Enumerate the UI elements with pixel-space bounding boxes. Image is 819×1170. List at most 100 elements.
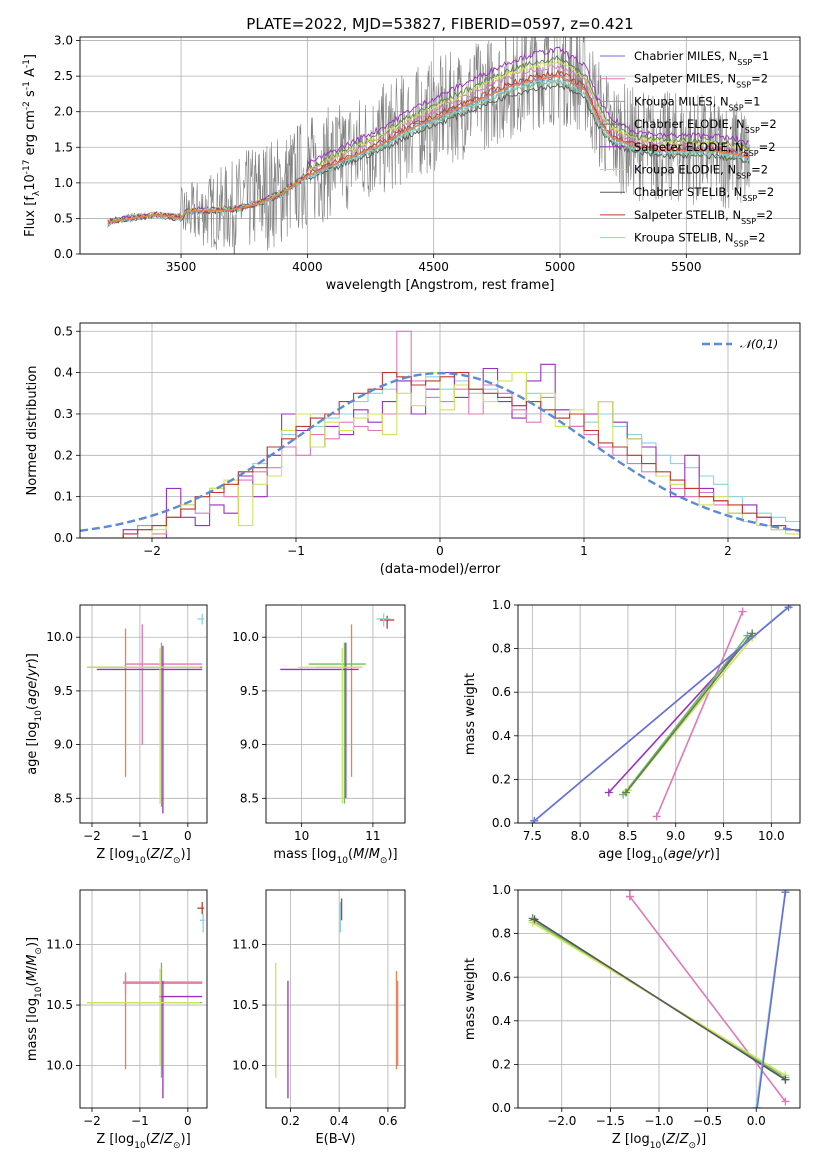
chart-title: PLATE=2022, MJD=53827, FIBERID=0597, z=0… [246,15,633,33]
grid [266,890,405,1108]
tick-label-x: −1 [287,544,305,558]
y-axis-label: Normed distribution [25,366,40,496]
tick-label-y: 10.0 [46,1059,73,1073]
x-axis-label: age [log10(age/yr)] [598,847,720,866]
legend: 𝒩(0,1) [702,337,778,351]
tick-label-y: 0.2 [54,448,73,462]
tick-label-y: 3.0 [54,34,73,48]
weight-marker [753,1104,762,1108]
tick-label-y: 1.0 [492,598,511,612]
tick-label-x: −2 [83,1114,101,1128]
tick-label-y: 10.0 [46,630,73,644]
axes-frame [79,36,801,255]
weight-marker [625,890,634,894]
tick-label-y: 10.5 [232,998,259,1012]
tick-label-y: 0.4 [492,1014,511,1028]
x-axis-label: E(B-V) [315,1132,355,1147]
tick-label-x: 0 [184,1114,192,1128]
tick-label-x: 0.0 [747,1114,766,1128]
tick-label-y: 0.6 [492,685,511,699]
legend-label: Kroupa ELODIE, NSSP=2 [634,163,768,181]
axes-frame [265,889,406,1109]
weight-marker [738,607,747,616]
tick-label-x: −1 [131,1114,149,1128]
spectrum-model-line [107,55,750,225]
tick-label-y: 0.0 [492,816,511,830]
weight-marker [748,629,757,638]
tick-label-x: 0 [184,829,192,843]
spectrum-data-line [107,37,750,254]
tick-label-y: 9.5 [240,684,259,698]
legend-label: 𝒩(0,1) [740,337,778,351]
tick-label-x: 10 [294,829,309,843]
gaussian-curve [80,371,800,532]
tick-label-x: 7.5 [523,829,542,843]
tick-label-x: 0.6 [378,1114,397,1128]
tick-label-x: −2 [143,544,161,558]
plot-area [87,613,205,814]
weight-line [756,892,787,1108]
legend-label: Salpeter STELIB, NSSP=2 [634,208,773,226]
spectrum-model-line [107,59,750,224]
plot-area [80,330,800,538]
x-axis-label: (data-model)/error [380,562,501,577]
tick-label-y: 0.0 [54,247,73,261]
tick-label-x: −2 [83,829,101,843]
y-axis-label: age [log10(age/yr)] [25,653,44,775]
tick-label-y: 8.5 [240,791,259,805]
tick-label-y: 10.0 [232,1059,259,1073]
x-axis-label: Z [log10(Z/Z⊙)] [96,1132,190,1151]
tick-label-y: 0.0 [492,1101,511,1115]
tick-label-y: 0.3 [54,407,73,421]
tick-label-y: 8.5 [54,791,73,805]
y-axis-label: mass weight [463,673,478,755]
weight-line [534,918,786,1081]
plot-area [107,37,750,254]
tick-label-x: 2 [724,544,732,558]
tick-label-x: 5000 [545,260,576,274]
panel-mass_vs_Z: −2 −1 0 10.0 10.5 11.0 Z [log10(Z/Z⊙)] mass [lo… [25,889,208,1151]
y-axis-label: mass [log10(M/M⊙)] [25,937,44,1061]
tick-label-y: 0.2 [492,772,511,786]
grid [266,605,405,823]
tick-label-y: 0.2 [492,1057,511,1071]
tick-label-y: 0.8 [492,927,511,941]
panel-spectrum: 3500 4000 4500 5000 5500 0.0 0.5 1.0 1.5 2.0 2.5 3.… [22,15,801,293]
plot-area [280,613,395,804]
axes-frame [79,604,208,824]
x-axis-label: wavelength [Angstrom, rest frame] [326,278,555,293]
spectrum-model-line [107,82,750,225]
tick-label-x: 8.5 [618,829,637,843]
tick-label-y: 0.5 [54,211,73,225]
weight-marker [604,788,613,797]
axes-frame [79,322,801,539]
tick-label-x: 8.0 [571,829,590,843]
axes-frame [517,604,801,824]
histogram-step [80,372,800,538]
weight-marker [652,812,661,821]
y-axis-label: mass weight [463,958,478,1040]
tick-label-y: 9.0 [54,738,73,752]
tick-label-x: 3500 [166,260,197,274]
tick-label-y: 11.0 [46,938,73,952]
tick-label-y: 9.0 [240,738,259,752]
legend-label: Kroupa STELIB, NSSP=2 [634,231,765,249]
tick-label-x: 11 [365,829,380,843]
tick-label-y: 0.6 [492,970,511,984]
weight-marker [530,816,539,823]
weight-line [655,611,744,817]
tick-label-y: 0.4 [54,366,73,380]
weight-marker [781,1075,790,1084]
spectrum-best-model-line [107,75,750,223]
panel-age_vs_mass: 10 11 8.5 9.0 9.5 10.0 mass [log10(M/M⊙)] [232,604,406,866]
legend-label: Chabrier ELODIE, NSSP=2 [634,117,777,135]
tick-label-y: 1.0 [492,883,511,897]
tick-label-x: −1.5 [596,1114,625,1128]
tick-label-y: 0.5 [54,324,73,338]
tick-label-x: 5500 [671,260,702,274]
plot-area [275,898,399,1099]
weight-marker [781,1097,790,1106]
panel-mass_vs_EBV: 0.2 0.4 0.6 10.0 10.5 11.0 E(B-V) [232,889,406,1147]
axes-frame [517,889,801,1109]
